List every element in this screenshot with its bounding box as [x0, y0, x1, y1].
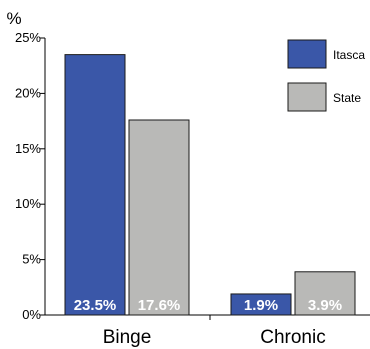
- x-category-label: Binge: [103, 327, 152, 348]
- bar-state-binge: [128, 119, 190, 316]
- y-tick-label: 15%: [15, 141, 41, 156]
- y-tick-label: 5%: [22, 252, 41, 267]
- legend-label: Itasca: [333, 48, 365, 62]
- bar-value-label: 23.5%: [74, 297, 117, 314]
- bar-state-chronic: [294, 271, 356, 316]
- x-category-label: Chronic: [260, 327, 325, 348]
- y-tick-label: 25%: [15, 30, 41, 45]
- y-tick-label: 0%: [22, 307, 41, 322]
- bar-itasca-chronic: [230, 293, 292, 316]
- y-tick-label: 20%: [15, 85, 41, 100]
- legend-label: State: [333, 91, 361, 105]
- y-axis-label: %: [6, 9, 21, 28]
- bar-itasca-binge: [64, 54, 126, 316]
- bar-value-label: 17.6%: [138, 297, 181, 314]
- bar-value-label: 3.9%: [308, 297, 342, 314]
- y-tick-label: 10%: [15, 196, 41, 211]
- bar-value-label: 1.9%: [244, 297, 278, 314]
- legend-swatch-state: [287, 82, 327, 112]
- legend-swatch-itasca: [287, 39, 327, 69]
